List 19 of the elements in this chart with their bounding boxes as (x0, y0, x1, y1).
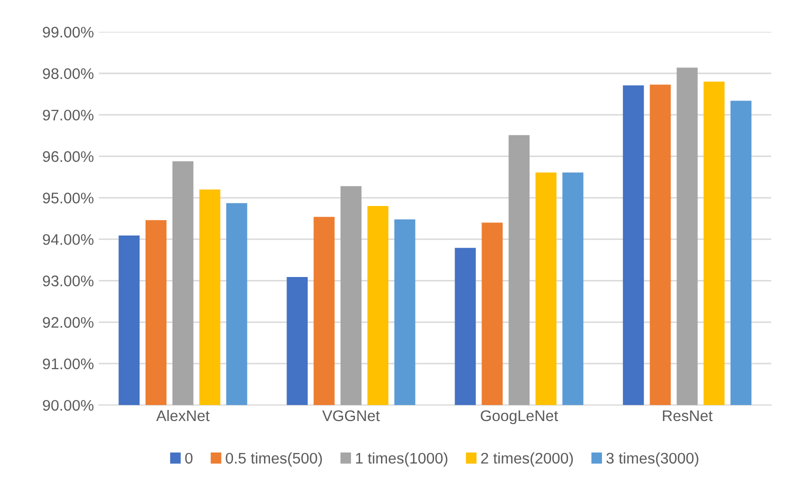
legend-label: 2 times(2000) (481, 452, 573, 467)
x-tick-label: GoogLeNet (480, 410, 558, 424)
legend-label: 1 times(1000) (356, 452, 448, 467)
y-tick-label: 97.00% (42, 110, 94, 121)
legend-label: 0.5 times(500) (226, 452, 322, 467)
legend-label: 3 times(3000) (606, 452, 698, 467)
y-tick-label: 96.00% (42, 151, 94, 162)
x-tick-label: ResNet (662, 410, 713, 422)
y-tick-label: 94.00% (42, 234, 94, 245)
y-tick-label: 90.00% (42, 400, 94, 411)
y-tick-label: 92.00% (42, 317, 94, 328)
legend-label: 0 (185, 452, 192, 464)
y-tick-label: 91.00% (42, 358, 94, 370)
x-tick-label: AlexNet (156, 410, 210, 422)
y-tick-label: 93.00% (42, 276, 94, 286)
y-tick-label: 95.00% (42, 192, 94, 204)
y-tick-label: 98.00% (42, 68, 94, 80)
x-tick-label: VGGNet (322, 410, 380, 422)
y-tick-label: 99.00% (42, 26, 94, 38)
